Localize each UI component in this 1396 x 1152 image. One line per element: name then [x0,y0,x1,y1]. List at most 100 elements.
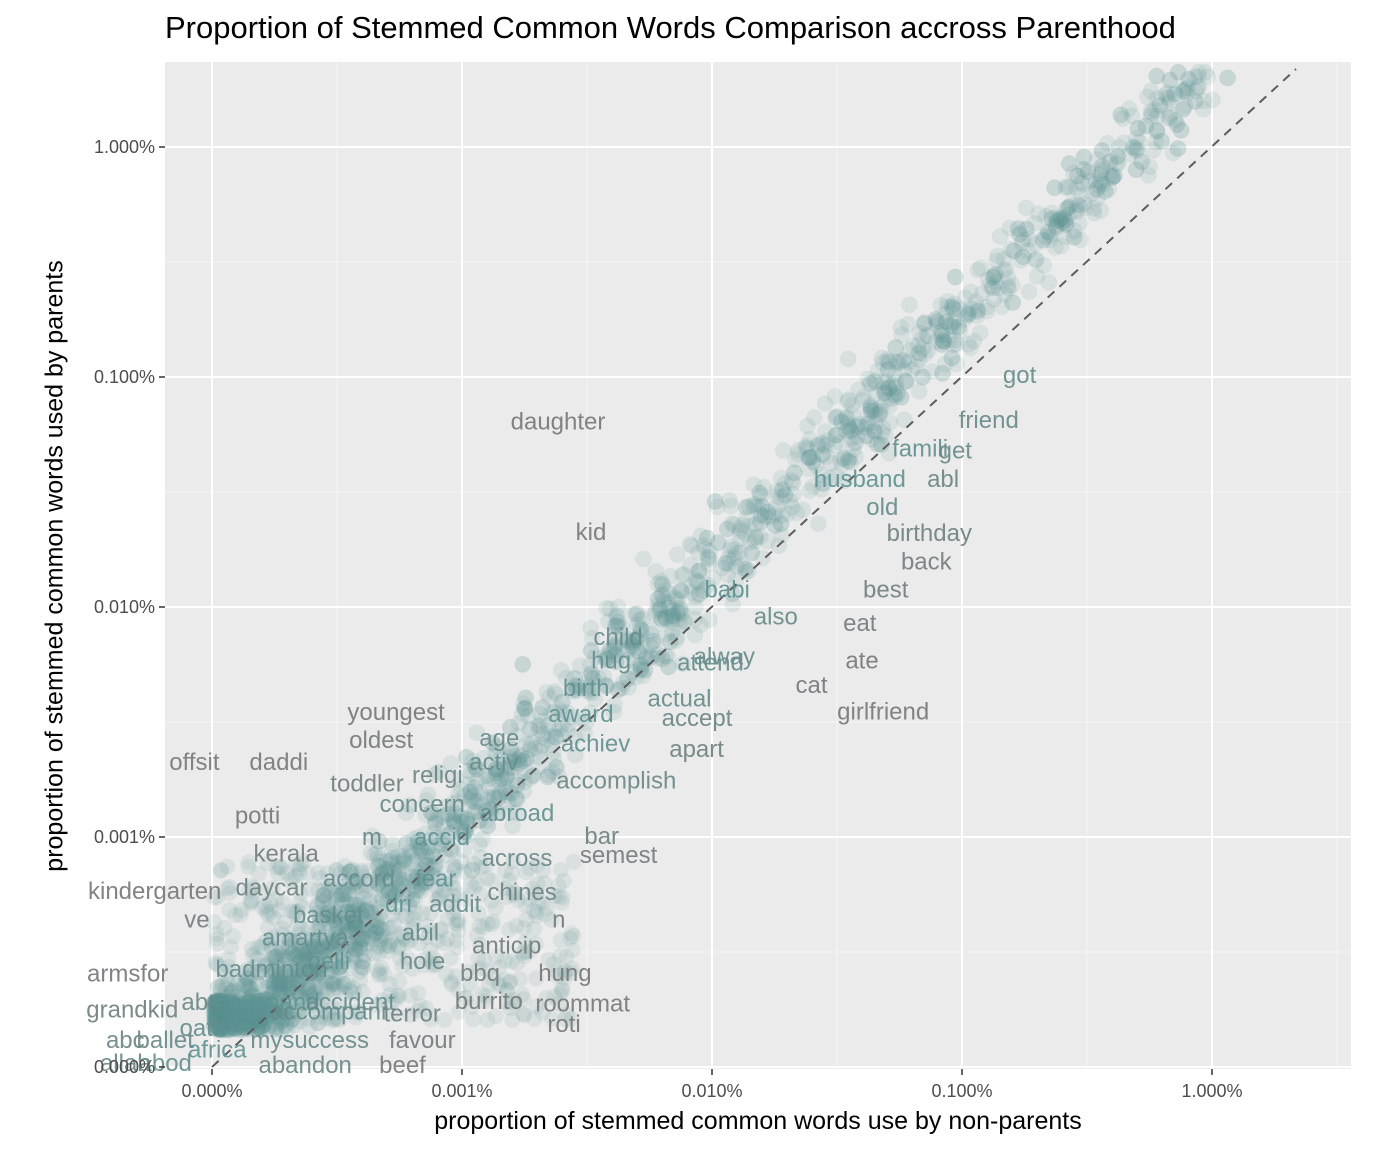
scatter-point [335,881,353,899]
scatter-point [566,669,583,687]
scatter-point [323,1011,341,1029]
scatter-point [700,611,718,629]
scatter-point [933,322,951,340]
minor-gridlines [165,62,1351,1069]
scatter-point [538,731,555,749]
word-label: grandkid [86,996,178,1023]
scatter-point [458,775,476,793]
scatter-point [553,693,571,711]
scatter-point [838,408,856,426]
scatter-point [752,514,770,532]
scatter-point [317,973,335,991]
scatter-point [672,581,690,599]
scatter-point [288,903,306,921]
scatter-point [213,862,229,879]
scatter-point [227,1016,245,1034]
scatter-point [497,766,515,783]
scatter-point [290,967,308,985]
word-label: offsit [169,749,220,776]
scatter-point [206,993,224,1011]
scatter-point [260,1018,278,1036]
scatter-point [318,982,336,1000]
scatter-point [259,972,277,990]
word-label: babi [705,577,750,604]
scatter-point [212,1019,230,1037]
scatter-point [364,926,382,944]
scatter-point [933,336,951,353]
scatter-point [1060,198,1078,216]
scatter-point [897,373,914,391]
scatter-point [209,1013,227,1031]
scatter-point [338,912,355,930]
scatter-point [887,378,905,396]
scatter-point [833,413,851,431]
scatter-point [272,998,290,1016]
scatter-point [228,1002,246,1019]
scatter-point [220,1002,238,1020]
scatter-point [503,743,521,761]
scatter-point [301,1018,318,1036]
scatter-point [208,993,226,1011]
scatter-point [220,1012,238,1029]
scatter-point [313,934,331,952]
scatter-point [776,475,794,492]
scatter-point [699,548,717,566]
word-label: accid [414,824,470,851]
scatter-point [206,1008,224,1026]
scatter-point [265,978,283,996]
scatter-point [467,760,485,778]
x-tick-label: 0.010% [681,1081,742,1101]
scatter-point [342,896,360,914]
scatter-point [312,940,330,958]
scatter-point [503,784,521,802]
scatter-point [595,668,613,686]
scatter-point [1004,294,1022,312]
scatter-point [488,737,506,755]
scatter-point [968,300,986,318]
scatter-point [663,611,681,628]
scatter-point [501,804,519,821]
scatter-point [236,997,254,1015]
scatter-point [950,318,968,336]
scatter-point [862,375,880,392]
word-label: potti [235,803,280,830]
scatter-point [446,804,464,822]
scatter-point [305,947,323,965]
scatter-point [212,1010,230,1028]
scatter-point [624,637,642,655]
major-gridlines [165,62,1351,1069]
scatter-point [601,600,619,618]
scatter-point [397,907,415,925]
scatter-point [978,298,996,316]
scatter-point [1115,134,1132,151]
scatter-point [217,1012,235,1030]
scatter-point [1061,179,1079,197]
scatter-point [1102,166,1120,184]
scatter-point [634,550,652,568]
scatter-point [664,607,682,625]
scatter-point [674,655,692,673]
scatter-point [772,469,790,487]
scatter-point [932,296,950,314]
scatter-point [250,992,268,1010]
scatter-point [1053,214,1071,231]
scatter-point [945,314,963,332]
scatter-point [267,948,285,966]
scatter-point [228,999,246,1017]
scatter-point [1128,142,1146,159]
scatter-point [283,1010,301,1028]
scatter-point [233,998,251,1016]
scatter-point [284,945,302,962]
scatter-point [672,582,690,600]
scatter-point [311,914,329,932]
scatter-point [1019,242,1037,260]
scatter-point [389,862,407,880]
scatter-point [935,333,953,350]
scatter-point [995,261,1013,279]
scatter-point [939,298,956,316]
scatter-point [1075,148,1093,166]
scatter-point [666,589,684,607]
scatter-point [207,1010,225,1028]
scatter-point [249,1019,267,1037]
scatter-point [316,956,334,974]
